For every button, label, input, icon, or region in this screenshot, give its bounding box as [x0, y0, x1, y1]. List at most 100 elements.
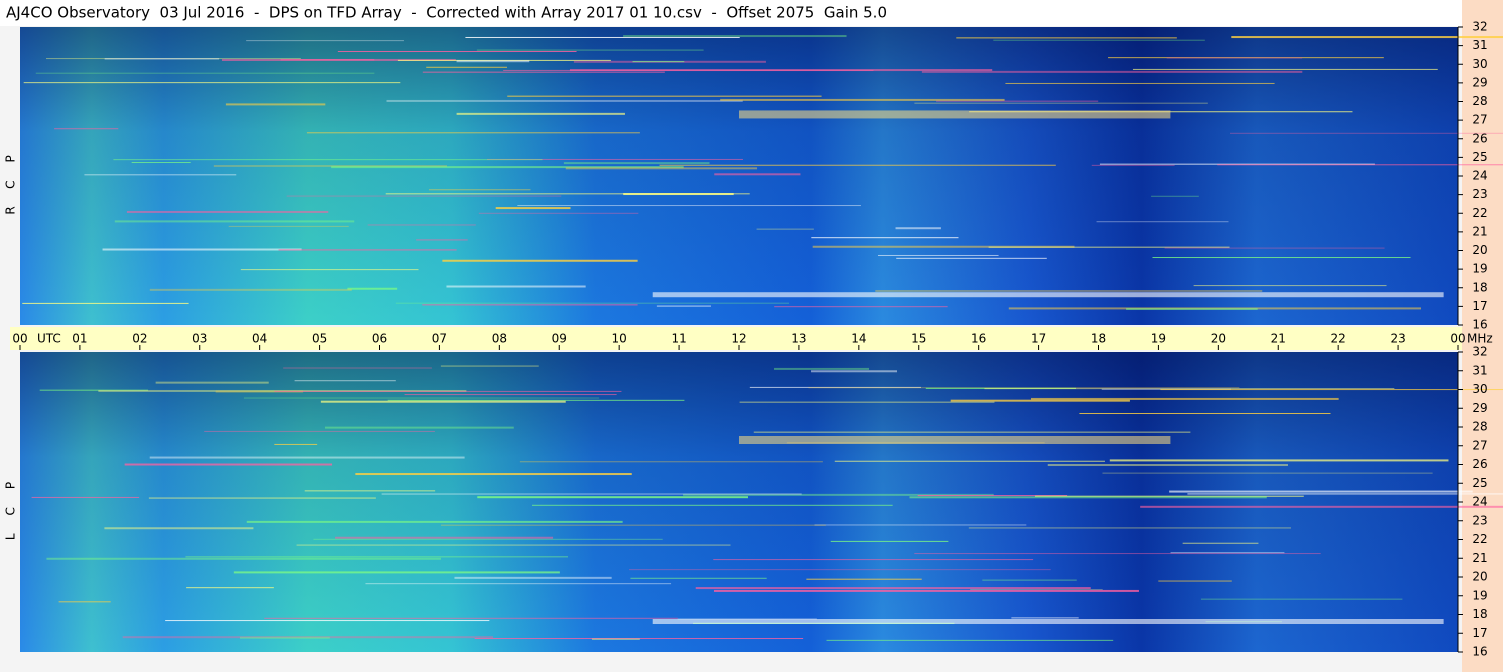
y-tick-label: 25 — [1472, 150, 1487, 164]
streak — [429, 189, 531, 191]
y-tick-label: 17 — [1472, 299, 1487, 313]
streak — [114, 220, 355, 223]
streak — [31, 496, 140, 498]
streak — [814, 524, 1027, 526]
streak — [304, 490, 436, 492]
streak — [519, 461, 823, 463]
streak — [385, 193, 750, 195]
streak — [914, 102, 1208, 104]
streak — [102, 248, 302, 251]
x-tick-label: 21 — [1271, 332, 1286, 346]
y-tick-label: 25 — [1472, 476, 1487, 490]
x-tick-label: 05 — [312, 332, 327, 346]
streak — [968, 527, 1291, 529]
y-tick-label: 17 — [1472, 626, 1487, 640]
x-tick-label: 07 — [432, 332, 447, 346]
streak — [909, 496, 1267, 499]
y-tick-label: 24 — [1472, 169, 1487, 183]
streak — [811, 370, 897, 373]
streak — [478, 212, 639, 214]
x-tick-label: 22 — [1331, 332, 1346, 346]
y-tick-label: 28 — [1472, 94, 1487, 108]
streak — [632, 61, 685, 63]
y-tick-label: 23 — [1472, 187, 1487, 201]
streak — [808, 387, 1240, 389]
x-tick-label: 00 — [1450, 332, 1465, 346]
streak — [228, 225, 349, 227]
y-tick-label: 22 — [1472, 532, 1487, 546]
streak — [993, 39, 1205, 41]
streak — [495, 207, 571, 210]
x-tick-label: 02 — [132, 332, 147, 346]
streak — [35, 72, 375, 74]
streak — [1005, 82, 1275, 84]
streak — [936, 100, 1099, 102]
x-tick-label: 17 — [1031, 332, 1046, 346]
band-glow — [739, 110, 1171, 119]
streak — [695, 587, 1091, 590]
streak — [988, 246, 1230, 248]
y-tick-label: 20 — [1472, 570, 1487, 584]
y-tick-label: 18 — [1472, 280, 1487, 294]
streak — [240, 269, 419, 271]
streak — [440, 365, 539, 367]
streak — [240, 636, 330, 639]
x-tick-label: 19 — [1151, 332, 1166, 346]
streak — [39, 389, 149, 391]
streak — [756, 228, 814, 230]
streak — [386, 99, 743, 102]
y-tick-label: 19 — [1472, 588, 1487, 602]
streak — [507, 95, 822, 97]
streak — [683, 493, 994, 496]
x-tick-label: 12 — [731, 332, 746, 346]
streak — [956, 37, 1177, 39]
streak — [155, 381, 269, 384]
streak — [826, 639, 1114, 641]
y-tick-label: 21 — [1472, 224, 1487, 238]
streak — [215, 390, 304, 393]
streak — [1158, 580, 1232, 582]
streak — [149, 456, 465, 459]
channel-label: RCP — [4, 137, 18, 214]
x-tick-label: 09 — [552, 332, 567, 346]
streak — [830, 540, 949, 542]
streak — [294, 380, 396, 382]
streak — [1193, 285, 1387, 287]
streak — [1182, 542, 1259, 544]
streak — [739, 401, 995, 403]
streak — [950, 399, 1130, 402]
x-tick-label: 08 — [492, 332, 507, 346]
streak — [1187, 493, 1503, 495]
y-tick-label: 32 — [1472, 20, 1487, 34]
streak — [274, 443, 318, 445]
band-glow — [739, 436, 1171, 444]
streak — [714, 173, 801, 176]
streak — [774, 367, 870, 370]
streak — [22, 302, 189, 304]
streak — [1152, 257, 1411, 259]
streak — [811, 237, 959, 239]
streak — [204, 430, 435, 432]
streak — [877, 254, 999, 256]
streak — [337, 51, 577, 53]
streak — [381, 493, 802, 495]
streak — [914, 553, 1321, 555]
streak — [970, 589, 1103, 591]
streak — [165, 620, 490, 622]
streak — [122, 636, 494, 639]
y-tick-label: 30 — [1472, 382, 1487, 396]
streak — [225, 103, 326, 106]
streak — [416, 239, 468, 241]
streak — [1109, 459, 1449, 462]
y-tick-label: 28 — [1472, 420, 1487, 434]
streak — [58, 601, 111, 603]
streak — [387, 399, 685, 401]
streak — [347, 287, 398, 290]
streak — [591, 638, 640, 640]
streak — [283, 367, 432, 369]
streak — [656, 305, 711, 307]
streak — [404, 394, 617, 396]
y-tick-label: 19 — [1472, 262, 1487, 276]
streak — [753, 431, 1191, 433]
